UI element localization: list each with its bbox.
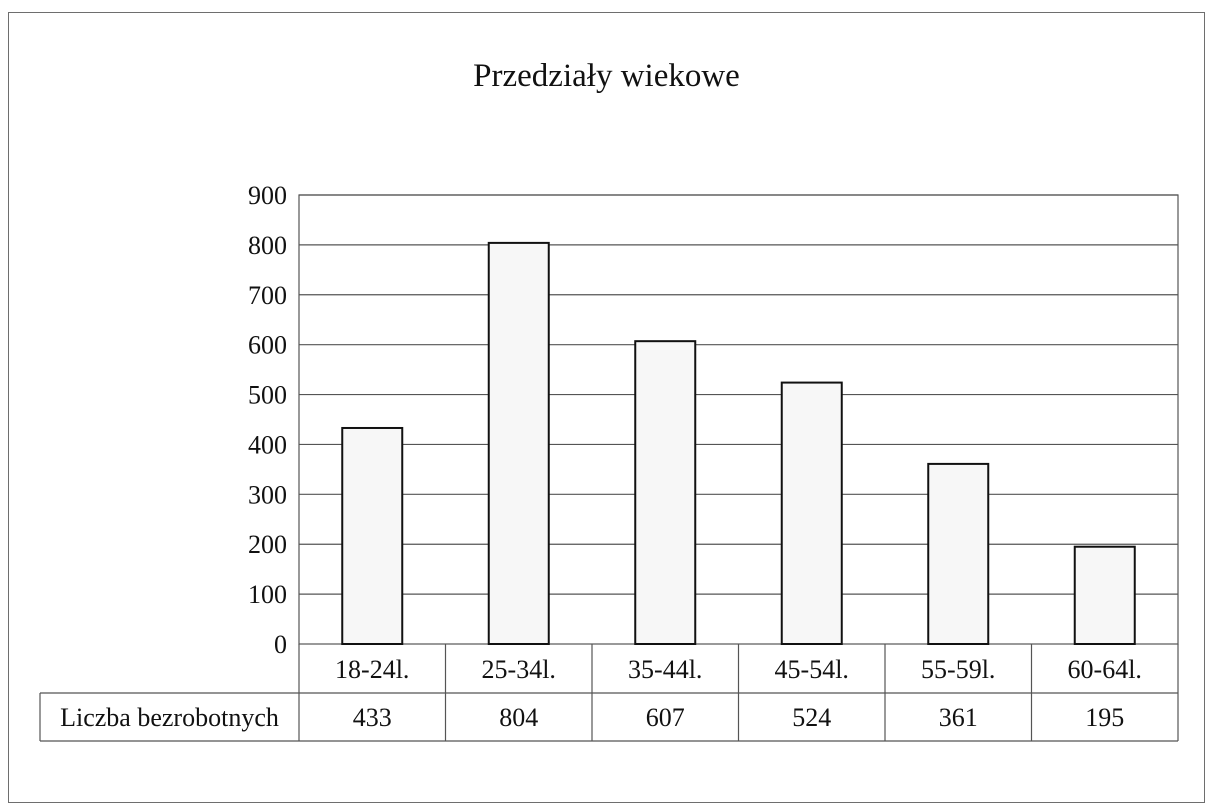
chart-frame <box>8 12 1205 803</box>
y-tick-label: 200 <box>248 530 287 559</box>
series-label: Liczba bezrobotnych <box>60 703 279 732</box>
x-tick-label: 18-24l. <box>335 655 409 684</box>
x-tick-label: 25-34l. <box>482 655 556 684</box>
bar-25-34l. <box>487 241 550 645</box>
plot-area <box>298 194 1179 645</box>
bar-55-59l. <box>927 462 990 646</box>
bar-18-24l. <box>341 426 404 645</box>
bar-60-64l. <box>1073 545 1136 646</box>
x-tick-label: 60-64l. <box>1068 655 1142 684</box>
data-label: 433 <box>353 703 392 732</box>
y-tick-label: 0 <box>274 630 287 659</box>
data-label: 361 <box>939 703 978 732</box>
x-tick-label: 35-44l. <box>628 655 702 684</box>
x-tick-label: 55-59l. <box>921 655 995 684</box>
y-tick-label: 500 <box>248 381 287 410</box>
y-tick-label: 700 <box>248 281 287 310</box>
bar-35-44l. <box>634 340 697 645</box>
y-tick-label: 400 <box>248 430 287 459</box>
data-label: 524 <box>792 703 831 732</box>
y-tick-label: 600 <box>248 331 287 360</box>
bar-45-54l. <box>780 381 843 645</box>
data-label: 195 <box>1085 703 1124 732</box>
x-tick-label: 45-54l. <box>775 655 849 684</box>
data-label: 607 <box>646 703 685 732</box>
y-tick-label: 900 <box>248 181 287 210</box>
y-tick-label: 100 <box>248 580 287 609</box>
data-label: 804 <box>499 703 538 732</box>
chart-title: Przedziały wiekowe <box>473 58 740 94</box>
y-tick-label: 800 <box>248 231 287 260</box>
y-tick-label: 300 <box>248 480 287 509</box>
